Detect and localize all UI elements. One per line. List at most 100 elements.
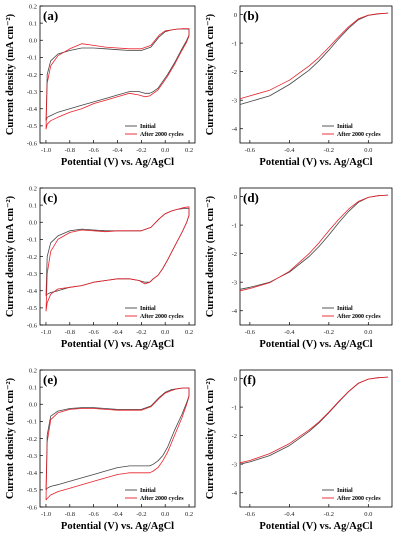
x-tick-label: -0.4	[112, 511, 123, 518]
y-tick-label: -1	[232, 40, 237, 47]
x-tick-label: -0.6	[245, 147, 256, 154]
y-tick-label: -0.4	[27, 288, 38, 295]
y-tick-label: -0.4	[27, 470, 38, 477]
y-tick-label: -0.2	[27, 72, 37, 79]
x-tick-label: 0.2	[185, 329, 193, 336]
x-tick-label: -0.4	[284, 511, 295, 518]
x-tick-label: -1.0	[41, 147, 51, 154]
x-tick-label: 0.0	[161, 147, 169, 154]
x-tick-label: 0.0	[364, 511, 372, 518]
x-tick-label: -0.6	[89, 147, 100, 154]
x-tick-label: 0.0	[161, 511, 169, 518]
y-tick-label: -2	[232, 69, 237, 76]
plot-frame	[239, 369, 393, 508]
plot-frame	[39, 5, 196, 144]
legend-entry: After 2000 cycles	[337, 496, 381, 502]
x-tick-label: -1.0	[41, 511, 51, 518]
x-tick-label: -0.2	[136, 147, 146, 154]
x-tick-label: 0.0	[364, 147, 372, 154]
plot-frame	[239, 5, 393, 144]
y-tick-label: 0.0	[29, 402, 37, 409]
x-axis-label: Potential (V) vs. Ag/AgCl	[61, 339, 174, 350]
y-tick-label: -0.1	[27, 419, 37, 426]
plot-frame	[39, 187, 196, 326]
panel-label: (f)	[243, 372, 256, 387]
y-tick-label: 0	[234, 12, 237, 19]
y-tick-label: -0.6	[27, 322, 38, 329]
series-line-after-2000-cycles	[45, 387, 190, 501]
x-tick-label: -0.2	[136, 511, 146, 518]
legend-entry: After 2000 cycles	[140, 132, 184, 138]
series-line-initial	[45, 208, 190, 297]
y-tick-label: -3	[232, 461, 237, 468]
y-tick-label: -0.4	[27, 106, 38, 113]
x-tick-label: -0.2	[324, 329, 334, 336]
y-tick-label: -0.2	[27, 436, 37, 443]
x-axis-label: Potential (V) vs. Ag/AgCl	[259, 521, 372, 532]
y-tick-label: -0.5	[27, 305, 37, 312]
y-tick-label: -0.5	[27, 487, 37, 494]
panel-1: -0.6 -0.4 -0.2 0.0 0 -1 -2 -3 -4 (b) Potential (V)…	[205, 5, 393, 168]
series-line-after-2000-cycles	[239, 12, 389, 100]
series-line-initial	[45, 28, 190, 121]
series-line-after-2000-cycles	[45, 206, 190, 312]
x-tick-label: -1.0	[41, 329, 51, 336]
x-axis-label: Potential (V) vs. Ag/AgCl	[61, 521, 174, 532]
y-tick-label: -0.5	[27, 123, 37, 130]
y-tick-label: -4	[232, 308, 238, 315]
panel-0: -1.0 -0.8 -0.6 -0.4 -0.2 0.0 0.2 0.2 0.1 0.0 -0.1 -…	[5, 3, 196, 168]
panel-label: (e)	[43, 372, 57, 387]
y-tick-label: -0.1	[27, 237, 37, 244]
x-tick-label: -0.2	[324, 147, 334, 154]
x-tick-label: -0.6	[245, 511, 256, 518]
panel-label: (d)	[243, 190, 259, 205]
y-tick-label: -2	[232, 433, 237, 440]
legend-entry: After 2000 cycles	[140, 314, 184, 320]
y-tick-label: 0.2	[29, 185, 37, 192]
x-tick-label: -0.8	[65, 329, 75, 336]
x-tick-label: -0.6	[89, 329, 100, 336]
legend-entry: Initial	[140, 488, 156, 494]
y-tick-label: 0	[234, 194, 237, 201]
x-tick-label: 0.2	[185, 147, 193, 154]
y-tick-label: -0.3	[27, 89, 37, 96]
y-tick-label: 0	[234, 376, 237, 383]
x-axis-label: Potential (V) vs. Ag/AgCl	[61, 157, 174, 168]
x-axis-label: Potential (V) vs. Ag/AgCl	[259, 157, 372, 168]
y-tick-label: 0.1	[29, 384, 37, 391]
y-tick-label: -0.3	[27, 271, 37, 278]
legend-entry: After 2000 cycles	[337, 132, 381, 138]
panel-2: -1.0 -0.8 -0.6 -0.4 -0.2 0.0 0.2 0.2 0.1 0.0 -0.1 -…	[5, 185, 196, 350]
x-tick-label: -0.2	[136, 329, 146, 336]
series-line-after-2000-cycles	[239, 194, 389, 292]
y-tick-label: -0.6	[27, 140, 38, 147]
y-tick-label: -2	[232, 251, 237, 258]
series-line-initial	[45, 387, 190, 491]
plot-frame	[239, 187, 393, 326]
y-axis-label: Current density (mA cm⁻²)	[205, 13, 216, 135]
panel-4: -1.0 -0.8 -0.6 -0.4 -0.2 0.0 0.2 0.2 0.1 0.0 -0.1 -…	[5, 367, 196, 532]
y-tick-label: 0.0	[29, 220, 37, 227]
y-axis-label: Current density (mA cm⁻²)	[205, 195, 216, 317]
x-tick-label: -0.4	[284, 147, 295, 154]
x-tick-label: -0.4	[284, 329, 295, 336]
y-tick-label: -1	[232, 404, 237, 411]
legend-entry: After 2000 cycles	[140, 496, 184, 502]
legend-entry: Initial	[337, 306, 353, 312]
y-tick-label: 0.1	[29, 20, 37, 27]
panel-5: -0.6 -0.4 -0.2 0.0 0 -1 -2 -3 -4 (f) Potential (V)…	[205, 369, 393, 532]
series-line-after-2000-cycles	[239, 376, 389, 464]
panel-label: (a)	[43, 8, 58, 23]
y-tick-label: 0.0	[29, 38, 37, 45]
x-tick-label: -0.4	[112, 147, 123, 154]
x-tick-label: -0.8	[65, 147, 75, 154]
y-tick-label: 0.1	[29, 202, 37, 209]
x-tick-label: -0.8	[65, 511, 75, 518]
y-tick-label: -0.6	[27, 504, 38, 511]
x-tick-label: -0.4	[112, 329, 123, 336]
series-line-initial	[239, 376, 389, 465]
y-axis-label: Current density (mA cm⁻²)	[205, 377, 216, 499]
series-line-initial	[239, 12, 389, 105]
panel-label: (b)	[243, 8, 259, 23]
